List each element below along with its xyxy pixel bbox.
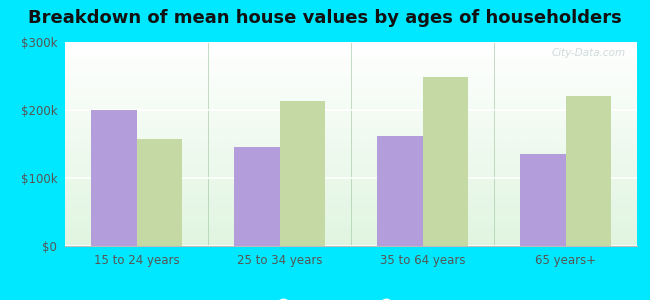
Bar [280, 101, 325, 246]
Bar [566, 96, 611, 246]
Bar [91, 110, 136, 246]
Text: City-Data.com: City-Data.com [551, 48, 625, 58]
Bar [377, 136, 423, 246]
Bar [234, 147, 280, 246]
Bar [136, 139, 182, 246]
Text: Breakdown of mean house values by ages of householders: Breakdown of mean house values by ages o… [28, 9, 622, 27]
Legend: La Motte, Iowa: La Motte, Iowa [266, 294, 436, 300]
Bar [422, 77, 468, 246]
Bar [520, 154, 566, 246]
